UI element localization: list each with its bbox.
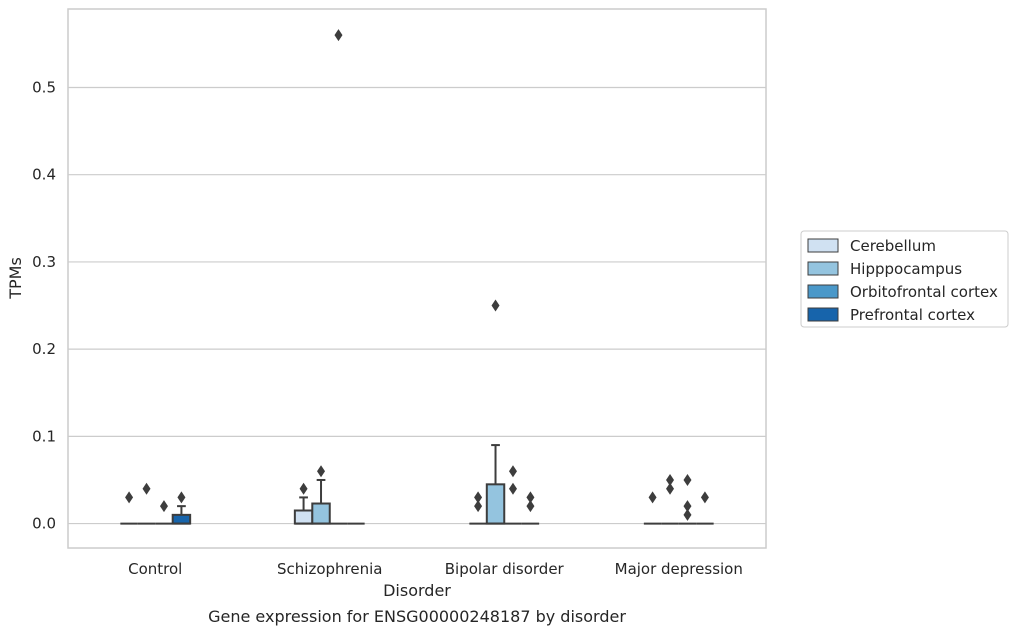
outlier-point	[648, 491, 657, 504]
box-orbitofrontal-cortex	[678, 473, 697, 525]
outlier-point	[474, 491, 483, 504]
legend-label: Hipppocampus	[850, 260, 962, 278]
outlier-point	[508, 465, 517, 478]
legend-label: Cerebellum	[850, 237, 936, 255]
outlier-point	[683, 500, 692, 513]
outlier-point	[508, 482, 517, 495]
outlier-point	[159, 500, 168, 513]
x-tick-label: Bipolar disorder	[445, 560, 565, 578]
box-body	[171, 513, 192, 525]
outlier-point	[666, 473, 675, 486]
box-hipppocampus	[137, 482, 156, 525]
box-orbitofrontal-cortex	[329, 29, 348, 525]
outlier-point	[700, 491, 709, 504]
legend-label: Prefrontal cortex	[850, 306, 975, 324]
y-tick-label: 0.5	[32, 78, 56, 96]
outlier-point	[142, 482, 151, 495]
x-axis-label: Disorder	[383, 581, 451, 600]
box-body	[311, 502, 331, 525]
legend-swatch	[807, 261, 839, 276]
outlier-point	[666, 482, 675, 495]
y-tick-label: 0.3	[32, 253, 56, 271]
box-body	[293, 509, 314, 525]
x-tick-label: Control	[128, 560, 182, 578]
box-hipppocampus	[661, 473, 679, 525]
legend-swatch	[807, 307, 839, 322]
outlier-point	[334, 29, 343, 42]
outlier-point	[177, 491, 186, 504]
y-axis-label: TPMs	[6, 257, 25, 300]
box-hipppocampus	[485, 299, 506, 525]
box-cerebellum	[293, 482, 314, 525]
y-tick-label: 0.1	[32, 427, 56, 445]
box-orbitofrontal-cortex	[504, 465, 522, 525]
y-tick-label: 0.2	[32, 340, 56, 358]
legend-swatch	[807, 284, 839, 299]
outlier-point	[299, 482, 308, 495]
chart-title: Gene expression for ENSG00000248187 by d…	[208, 607, 626, 626]
outlier-point	[317, 465, 326, 478]
plot-frame	[67, 8, 767, 549]
box-cerebellum	[469, 491, 487, 525]
box-prefrontal-cortex	[171, 491, 192, 525]
legend: Cerebellum Hipppocampus Orbitofrontal cort…	[800, 230, 1009, 328]
y-tick-label: 0.0	[32, 515, 56, 533]
outlier-point	[683, 508, 692, 521]
box-body	[485, 483, 506, 525]
legend-label: Orbitofrontal cortex	[850, 283, 998, 301]
outlier-point	[474, 500, 483, 513]
legend-frame	[800, 230, 1009, 328]
gridlines	[68, 86, 766, 525]
axis-ticks: 0.0 0.1 0.2 0.3 0.4 0.5 Control Schizophrenia Bi…	[32, 78, 743, 578]
outlier-point	[526, 500, 535, 513]
box-prefrontal-cortex	[696, 491, 714, 525]
y-tick-label: 0.4	[32, 166, 56, 184]
box-cerebellum	[643, 491, 662, 525]
box-hipppocampus	[311, 465, 331, 525]
box-prefrontal-cortex	[521, 491, 540, 525]
outlier-point	[125, 491, 134, 504]
box-orbitofrontal-cortex	[155, 500, 173, 525]
outlier-point	[526, 491, 535, 504]
box-series	[120, 29, 714, 525]
box-cerebellum	[120, 491, 138, 525]
legend-swatch	[807, 238, 839, 253]
outlier-point	[683, 473, 692, 486]
outlier-point	[491, 299, 500, 312]
x-tick-label: Major depression	[615, 560, 743, 578]
x-tick-label: Schizophrenia	[277, 560, 382, 578]
